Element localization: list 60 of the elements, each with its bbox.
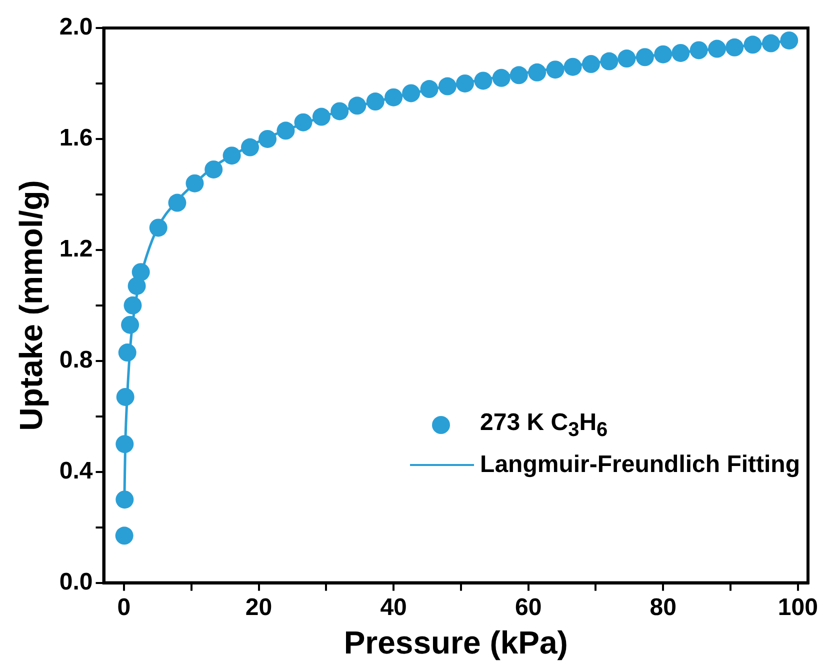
y-tick-label: 0.8 xyxy=(59,346,93,374)
x-tick-label: 40 xyxy=(380,594,407,621)
point xyxy=(690,41,708,60)
point xyxy=(348,96,366,115)
point xyxy=(116,490,134,509)
legend-label: 273 K C$_{3}$H$_{6}$ xyxy=(480,408,608,442)
point xyxy=(204,160,223,178)
point xyxy=(726,38,744,56)
y-tick-label: 1.6 xyxy=(59,124,93,152)
point xyxy=(402,84,420,102)
point xyxy=(241,138,259,156)
point xyxy=(420,80,438,98)
point xyxy=(600,52,618,70)
point xyxy=(636,48,654,66)
point xyxy=(474,72,492,90)
y-tick-label: 1.2 xyxy=(59,236,93,263)
point xyxy=(276,122,295,140)
point xyxy=(762,34,780,52)
point xyxy=(384,88,403,106)
point xyxy=(510,66,528,84)
point xyxy=(168,194,186,212)
x-tick-label: 100 xyxy=(778,594,818,621)
y-tick-label: 0.4 xyxy=(59,457,94,484)
point xyxy=(438,77,456,96)
y-tick-label: 0.0 xyxy=(59,568,93,596)
point xyxy=(492,68,510,87)
point xyxy=(618,50,636,68)
point xyxy=(546,60,564,79)
point xyxy=(672,44,690,62)
point xyxy=(258,130,277,148)
point xyxy=(654,45,672,64)
point xyxy=(528,63,546,82)
point xyxy=(708,40,726,58)
point xyxy=(118,344,136,362)
point xyxy=(564,58,582,76)
point xyxy=(115,526,134,545)
point xyxy=(186,174,204,192)
point xyxy=(456,74,474,92)
point xyxy=(132,263,150,282)
point xyxy=(744,36,762,54)
legend-label: Langmuir-Freundlich Fitting xyxy=(480,451,800,479)
point xyxy=(294,113,312,132)
point xyxy=(124,296,142,314)
y-tick-label: 2.0 xyxy=(59,14,93,41)
point xyxy=(366,92,384,111)
point xyxy=(116,388,134,406)
point xyxy=(582,55,600,74)
x-tick-label: 60 xyxy=(514,594,542,621)
x-tick-label: 20 xyxy=(245,594,272,621)
point xyxy=(116,435,134,454)
point xyxy=(330,102,349,120)
y-axis-title: Uptake (mmol/g) xyxy=(13,180,50,431)
point xyxy=(780,31,798,50)
point xyxy=(149,218,168,237)
x-tick-label: 0 xyxy=(117,594,131,621)
x-tick-label: 80 xyxy=(650,594,676,621)
point xyxy=(312,108,330,126)
point xyxy=(222,146,241,165)
x-axis-title: Pressure (kPa) xyxy=(344,624,568,661)
point xyxy=(121,316,140,334)
